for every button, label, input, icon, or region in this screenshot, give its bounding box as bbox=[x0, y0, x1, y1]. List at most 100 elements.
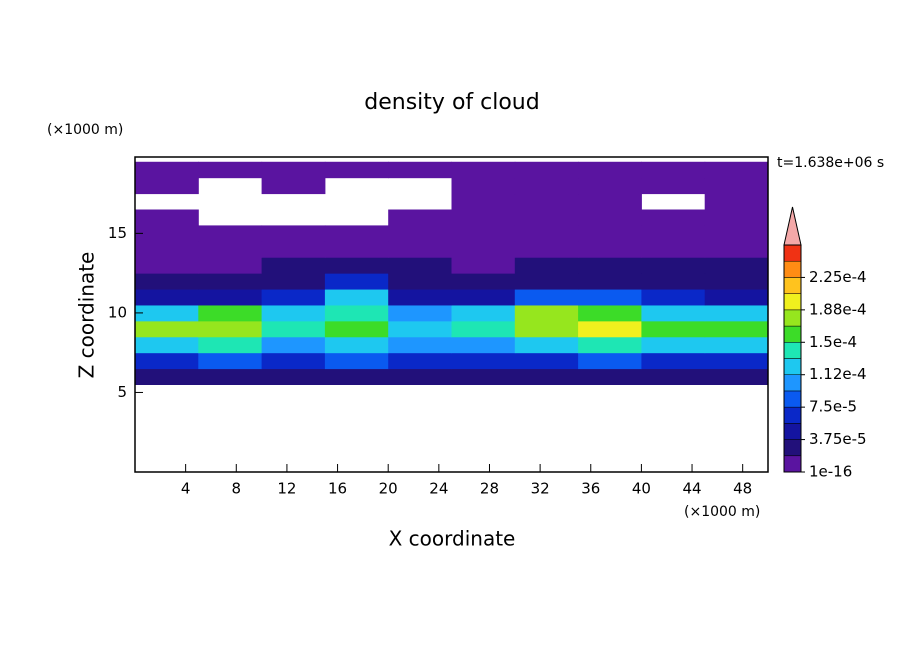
x-axis-label: X coordinate bbox=[389, 527, 516, 551]
contour-cell bbox=[704, 289, 769, 306]
contour-cell bbox=[388, 257, 452, 274]
x-tick-label: 44 bbox=[682, 480, 701, 498]
contour-cell bbox=[641, 225, 706, 242]
contour-cell bbox=[514, 225, 579, 242]
contour-cell bbox=[641, 304, 706, 322]
contour-cell bbox=[135, 225, 199, 242]
contour-cell bbox=[451, 177, 516, 195]
contour-cell bbox=[198, 304, 263, 322]
contour-cell bbox=[261, 241, 326, 258]
contour-cell bbox=[198, 273, 263, 290]
contour-cell bbox=[451, 352, 516, 370]
contour-cell bbox=[514, 177, 579, 195]
chart-title: density of cloud bbox=[364, 90, 539, 115]
contour-cell bbox=[578, 193, 642, 210]
contour-cell bbox=[641, 257, 706, 274]
contour-cell bbox=[451, 257, 516, 274]
contour-cell bbox=[388, 161, 452, 179]
contour-cell bbox=[261, 225, 326, 242]
contour-cell bbox=[324, 352, 389, 370]
contour-cell bbox=[704, 368, 769, 385]
contour-cell bbox=[641, 320, 706, 338]
x-tick-label: 24 bbox=[429, 480, 448, 498]
contour-cell bbox=[135, 289, 199, 306]
colorbar-bin bbox=[783, 309, 802, 327]
contour-cell bbox=[578, 177, 642, 195]
contour-cell bbox=[261, 289, 326, 306]
contour-cell bbox=[135, 241, 199, 258]
contour-cell bbox=[578, 273, 642, 290]
contour-cell bbox=[135, 273, 199, 290]
contour-cell bbox=[198, 289, 263, 306]
colorbar-bin bbox=[783, 390, 802, 408]
x-tick-label: 8 bbox=[232, 480, 242, 498]
contour-cell bbox=[135, 209, 199, 226]
colorbar-extend bbox=[783, 206, 802, 246]
contour-cell bbox=[388, 368, 452, 385]
colorbar-label: 7.5e-5 bbox=[809, 398, 857, 416]
colorbar-bin bbox=[783, 325, 802, 343]
contour-cell bbox=[135, 161, 199, 179]
contour-cell bbox=[641, 273, 706, 290]
contour-cell bbox=[578, 336, 642, 354]
colorbar-bin bbox=[783, 455, 802, 473]
contour-cell bbox=[704, 209, 769, 226]
contour-cell bbox=[198, 336, 263, 354]
contour-cell bbox=[514, 320, 579, 338]
contour-cell bbox=[451, 304, 516, 322]
contour-cell bbox=[388, 304, 452, 322]
contour-cell bbox=[324, 320, 389, 338]
contour-cell bbox=[704, 352, 769, 370]
contour-cell bbox=[514, 368, 579, 385]
contour-cell bbox=[514, 289, 579, 306]
contour-cell bbox=[451, 241, 516, 258]
x-tick-label: 28 bbox=[480, 480, 499, 498]
contour-cell bbox=[198, 320, 263, 338]
contour-cell bbox=[388, 225, 452, 242]
contour-cell bbox=[578, 320, 642, 338]
contour-cell bbox=[261, 304, 326, 322]
contour-cell bbox=[514, 209, 579, 226]
contour-cell bbox=[451, 209, 516, 226]
contour-cell bbox=[578, 241, 642, 258]
plot-frame bbox=[134, 156, 769, 473]
colorbar-label: 1.12e-4 bbox=[809, 365, 867, 383]
contour-cell bbox=[641, 289, 706, 306]
contour-cell bbox=[135, 304, 199, 322]
y-tick-label: 15 bbox=[108, 224, 127, 242]
contour-cell bbox=[641, 209, 706, 226]
contour-cell bbox=[704, 273, 769, 290]
contour-cell bbox=[261, 273, 326, 290]
contour-cell bbox=[324, 368, 389, 385]
colorbar-bin bbox=[783, 358, 802, 375]
contour-cell bbox=[578, 209, 642, 226]
contour-cell bbox=[514, 304, 579, 322]
contour-cell bbox=[578, 161, 642, 179]
contour-cell bbox=[324, 225, 389, 242]
x-tick-label: 36 bbox=[581, 480, 600, 498]
contour-cell bbox=[135, 257, 199, 274]
contour-cell bbox=[388, 336, 452, 354]
contour-cell bbox=[198, 161, 263, 179]
contour-cell bbox=[641, 161, 706, 179]
x-tick-label: 16 bbox=[328, 480, 347, 498]
colorbar-bin bbox=[783, 374, 802, 392]
time-annotation: t=1.638e+06 s bbox=[777, 155, 884, 171]
colorbar-label: 2.25e-4 bbox=[809, 268, 867, 286]
contour-cell bbox=[641, 241, 706, 258]
colorbar-label: 1.5e-4 bbox=[809, 333, 857, 351]
contour-cell bbox=[324, 336, 389, 354]
colorbar-frame bbox=[783, 244, 802, 473]
contour-cell bbox=[451, 320, 516, 338]
contour-cell bbox=[261, 177, 326, 195]
contour-cell bbox=[198, 352, 263, 370]
colorbar-bin bbox=[783, 342, 802, 359]
x-tick-label: 4 bbox=[181, 480, 191, 498]
contour-cell bbox=[135, 352, 199, 370]
colorbar-bin bbox=[783, 439, 802, 457]
contour-cell bbox=[704, 177, 769, 195]
contour-cell bbox=[388, 320, 452, 338]
contour-cell bbox=[641, 336, 706, 354]
contour-cell bbox=[388, 352, 452, 370]
